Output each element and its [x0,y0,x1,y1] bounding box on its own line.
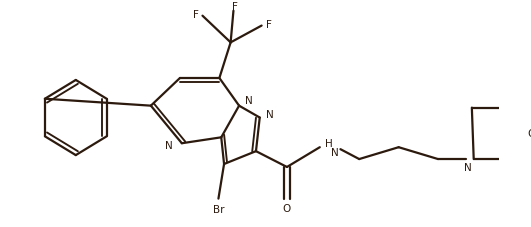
Text: F: F [266,20,272,30]
Text: N: N [245,95,252,105]
Text: H: H [326,139,333,149]
Text: O: O [528,129,531,139]
Text: N: N [266,109,274,119]
Text: N: N [331,148,339,158]
Text: N: N [165,141,173,151]
Text: N: N [464,162,472,172]
Text: Br: Br [213,204,224,214]
Text: O: O [283,203,291,212]
Text: F: F [193,10,199,20]
Text: F: F [233,2,238,12]
